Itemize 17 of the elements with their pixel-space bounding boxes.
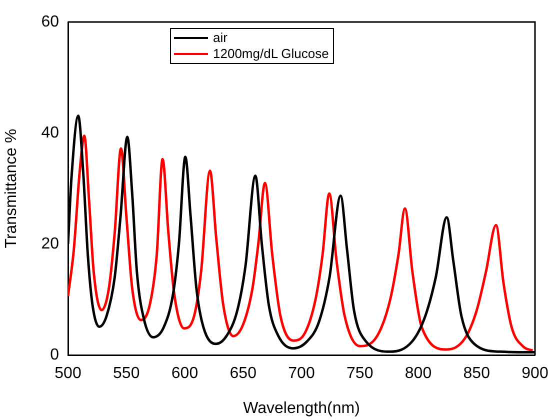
x-tick-label: 500	[54, 365, 82, 382]
y-tick-label: 40	[41, 124, 60, 142]
y-tick-label: 0	[50, 346, 60, 364]
x-tick-label: 800	[404, 365, 432, 382]
y-tick-label: 20	[41, 235, 60, 252]
legend-label: 1200mg/dL Glucose	[213, 46, 329, 62]
x-tick-label: 850	[463, 365, 490, 382]
x-tick-label: 750	[346, 365, 374, 382]
x-tick-label: 550	[113, 365, 140, 382]
legend-label: air	[213, 30, 228, 46]
x-tick-label: 900	[522, 365, 548, 382]
y-tick-label: 60	[41, 13, 60, 30]
y-axis-title: Transmittance %	[3, 128, 20, 248]
x-tick-label: 600	[171, 365, 198, 382]
x-tick-label: 700	[288, 365, 315, 382]
x-axis-title: Wavelength(nm)	[243, 400, 360, 417]
x-tick-label: 650	[230, 365, 257, 382]
